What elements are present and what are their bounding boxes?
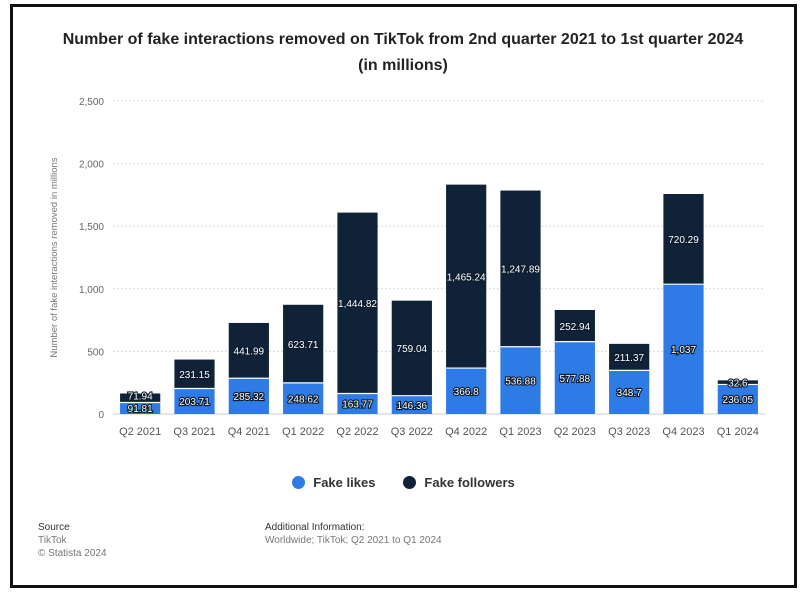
data-label-followers: 211.37 (614, 353, 644, 364)
x-tick-label: Q4 2021 (228, 426, 270, 438)
bar-fake-followers (283, 304, 324, 383)
bar-fake-likes (228, 378, 269, 414)
bar-fake-followers (120, 393, 161, 403)
y-tick-label: 2,500 (79, 97, 104, 108)
data-label-followers: 231.15 (179, 370, 210, 381)
x-tick-label: Q2 2023 (554, 426, 596, 438)
data-label-likes: 146.36 (397, 401, 428, 412)
x-tick-label: Q3 2022 (391, 426, 433, 438)
y-tick-label: 1,500 (79, 222, 104, 233)
x-tick-label: Q3 2023 (608, 426, 650, 438)
data-label-followers: 1,465.24 (447, 272, 486, 283)
chart-frame: Number of fake interactions removed on T… (10, 4, 797, 588)
bar-fake-followers (228, 322, 269, 379)
data-label-likes: 348.7 (617, 388, 642, 399)
bar-fake-followers (554, 309, 595, 342)
legend-label-followers: Fake followers (424, 475, 515, 490)
x-tick-label: Q1 2023 (499, 426, 541, 438)
bar-fake-likes (337, 393, 378, 414)
data-label-likes: 91.81 (128, 404, 153, 415)
data-label-followers: 441.99 (234, 347, 265, 358)
bar-fake-likes (446, 368, 487, 414)
bar-fake-likes (663, 284, 704, 414)
bar-fake-followers (663, 193, 704, 285)
y-tick-label: 500 (87, 347, 104, 358)
additional-info-text: Worldwide; TikTok; Q2 2021 to Q1 2024 (265, 535, 442, 546)
data-label-followers: 1,247.89 (501, 265, 540, 276)
data-label-followers: 623.71 (288, 340, 319, 351)
data-label-likes: 366.8 (454, 387, 479, 398)
bar-fake-followers (174, 359, 215, 389)
x-tick-label: Q4 2023 (662, 426, 704, 438)
data-label-likes: 248.62 (288, 394, 319, 405)
data-label-followers: 32.6 (728, 378, 748, 389)
y-tick-label: 2,000 (79, 160, 104, 171)
legend-item-followers[interactable]: Fake followers (403, 475, 515, 490)
bar-fake-followers (446, 184, 487, 369)
copyright: © Statista 2024 (38, 548, 107, 559)
y-axis-label: Number of fake interactions removed in m… (49, 157, 60, 357)
data-label-likes: 1,037 (671, 345, 696, 356)
additional-info-heading: Additional Information: (265, 522, 365, 533)
data-label-likes: 236.05 (723, 395, 754, 406)
x-tick-label: Q2 2021 (119, 426, 161, 438)
bar-fake-likes (717, 384, 758, 414)
data-label-followers: 1,444.82 (338, 299, 377, 310)
x-tick-label: Q2 2022 (336, 426, 378, 438)
data-label-followers: 252.94 (560, 322, 591, 333)
chart-title: Number of fake interactions removed on T… (62, 31, 744, 74)
bar-fake-likes (174, 388, 215, 414)
source-name[interactable]: TikTok (38, 535, 67, 546)
bar-fake-followers (609, 343, 650, 371)
x-tick-label: Q3 2021 (173, 426, 215, 438)
data-label-followers: 759.04 (397, 344, 428, 355)
source-block: Source TikTok © Statista 2024 (38, 521, 107, 560)
additional-info-block: Additional Information: Worldwide; TikTo… (265, 521, 442, 547)
bar-fake-likes (391, 395, 432, 414)
data-label-likes: 577.88 (560, 374, 591, 385)
x-tick-label: Q1 2022 (282, 426, 324, 438)
data-label-likes: 163.77 (342, 400, 373, 411)
bar-fake-likes (120, 402, 161, 414)
bar-fake-followers (337, 212, 378, 394)
bar-fake-likes (609, 370, 650, 414)
x-tick-label: Q4 2022 (445, 426, 487, 438)
legend-dot-likes (292, 476, 306, 489)
legend-item-likes[interactable]: Fake likes (292, 475, 375, 490)
chart-plot: 0 500 1,000 1,500 2,000 2,500 Number of fake i… (49, 97, 765, 438)
bar-fake-followers (717, 380, 758, 385)
legend: Fake likes Fake followers (13, 475, 794, 490)
data-label-likes: 536.88 (505, 376, 536, 387)
x-tick-label: Q1 2024 (717, 426, 759, 438)
source-heading: Source (38, 522, 70, 533)
y-tick-label: 1,000 (79, 285, 104, 296)
bar-fake-likes (554, 341, 595, 414)
data-label-followers: 71.94 (128, 391, 153, 402)
y-tick-label: 0 (98, 410, 104, 421)
bar-fake-likes (283, 382, 324, 414)
bar-fake-followers (391, 300, 432, 396)
data-label-followers: 720.29 (668, 235, 699, 246)
bar-fake-likes (500, 346, 541, 414)
legend-label-likes: Fake likes (313, 475, 376, 490)
data-label-likes: 203.71 (179, 397, 210, 408)
data-label-likes: 285.32 (234, 392, 265, 403)
bar-fake-followers (500, 190, 541, 347)
legend-dot-followers (403, 476, 417, 489)
